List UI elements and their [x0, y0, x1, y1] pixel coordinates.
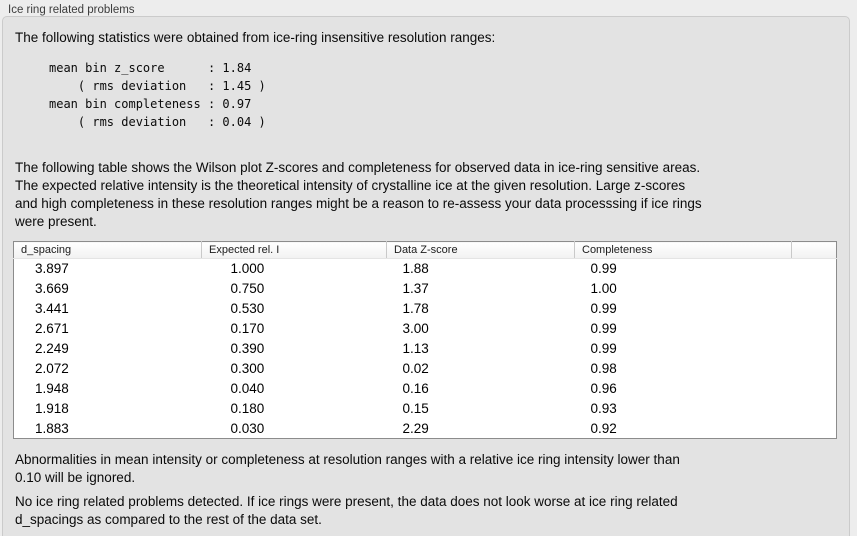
- cell-d-spacing: 1.883: [35, 420, 69, 436]
- table-row[interactable]: 3.441 0.530 1.78 0.99: [14, 299, 837, 319]
- cell-data-z-score: 0.02: [402, 361, 429, 376]
- cell-completeness: 0.92: [590, 420, 617, 436]
- cell-expected-rel-i: 0.180: [230, 401, 265, 416]
- column-header-d-spacing[interactable]: d_spacing: [13, 241, 202, 259]
- panel-title: Ice ring related problems: [8, 4, 135, 16]
- table-intro-text: The following table shows the Wilson plo…: [15, 160, 702, 229]
- table-row[interactable]: 1.883 0.030 2.29 0.92: [14, 419, 837, 439]
- cell-completeness: 0.93: [590, 401, 617, 416]
- cell-expected-rel-i: 1.000: [230, 261, 265, 277]
- cell-completeness: 1.00: [590, 281, 617, 296]
- cell-data-z-score: 1.88: [402, 261, 429, 277]
- table-row[interactable]: 1.918 0.180 0.15 0.93: [14, 399, 837, 419]
- cell-expected-rel-i: 0.300: [230, 361, 265, 376]
- cell-data-z-score: 1.13: [402, 341, 429, 356]
- cell-expected-rel-i: 0.030: [230, 420, 265, 436]
- conclusion-text: No ice ring related problems detected. I…: [15, 494, 678, 527]
- cell-d-spacing: 2.249: [35, 341, 69, 356]
- table-row[interactable]: 3.897 1.000 1.88 0.99: [14, 259, 837, 279]
- cell-d-spacing: 3.897: [35, 261, 69, 277]
- stats-block: mean bin z_score : 1.84 ( rms deviation …: [49, 61, 266, 129]
- column-header-expected-rel-i[interactable]: Expected rel. I: [201, 241, 387, 259]
- column-header-data-z-score[interactable]: Data Z-score: [386, 241, 575, 259]
- cell-completeness: 0.99: [590, 341, 617, 356]
- cell-data-z-score: 0.15: [402, 401, 429, 416]
- cell-expected-rel-i: 0.750: [230, 281, 265, 296]
- column-header-filler: [791, 241, 837, 259]
- table-header-row: d_spacing Expected rel. I Data Z-score C…: [13, 241, 837, 259]
- ice-ring-groupbox: The following statistics were obtained f…: [2, 16, 850, 536]
- ignore-threshold-note: Abnormalities in mean intensity or compl…: [15, 452, 680, 485]
- ice-ring-table[interactable]: d_spacing Expected rel. I Data Z-score C…: [13, 241, 837, 439]
- cell-d-spacing: 3.441: [35, 301, 69, 316]
- cell-d-spacing: 1.948: [35, 381, 69, 396]
- cell-expected-rel-i: 0.170: [230, 321, 265, 336]
- cell-data-z-score: 1.37: [402, 281, 429, 296]
- cell-data-z-score: 0.16: [402, 381, 429, 396]
- cell-d-spacing: 2.072: [35, 361, 69, 376]
- intro-text: The following statistics were obtained f…: [15, 30, 496, 45]
- table-row[interactable]: 1.948 0.040 0.16 0.96: [14, 379, 837, 399]
- cell-data-z-score: 1.78: [402, 301, 429, 316]
- cell-d-spacing: 2.671: [35, 321, 69, 336]
- table-row[interactable]: 2.072 0.300 0.02 0.98: [14, 359, 837, 379]
- cell-d-spacing: 3.669: [35, 281, 69, 296]
- column-header-completeness[interactable]: Completeness: [574, 241, 792, 259]
- table-row[interactable]: 2.671 0.170 3.00 0.99: [14, 319, 837, 339]
- cell-completeness: 0.99: [590, 261, 617, 277]
- cell-expected-rel-i: 0.040: [230, 381, 265, 396]
- cell-data-z-score: 2.29: [402, 420, 429, 436]
- cell-completeness: 0.96: [590, 381, 617, 396]
- cell-completeness: 0.99: [590, 301, 617, 316]
- table-row[interactable]: 2.249 0.390 1.13 0.99: [14, 339, 837, 359]
- table-row[interactable]: 3.669 0.750 1.37 1.00: [14, 279, 837, 299]
- cell-expected-rel-i: 0.390: [230, 341, 265, 356]
- cell-data-z-score: 3.00: [402, 321, 429, 336]
- cell-completeness: 0.98: [590, 361, 617, 376]
- cell-expected-rel-i: 0.530: [230, 301, 265, 316]
- cell-d-spacing: 1.918: [35, 401, 69, 416]
- cell-completeness: 0.99: [590, 321, 617, 336]
